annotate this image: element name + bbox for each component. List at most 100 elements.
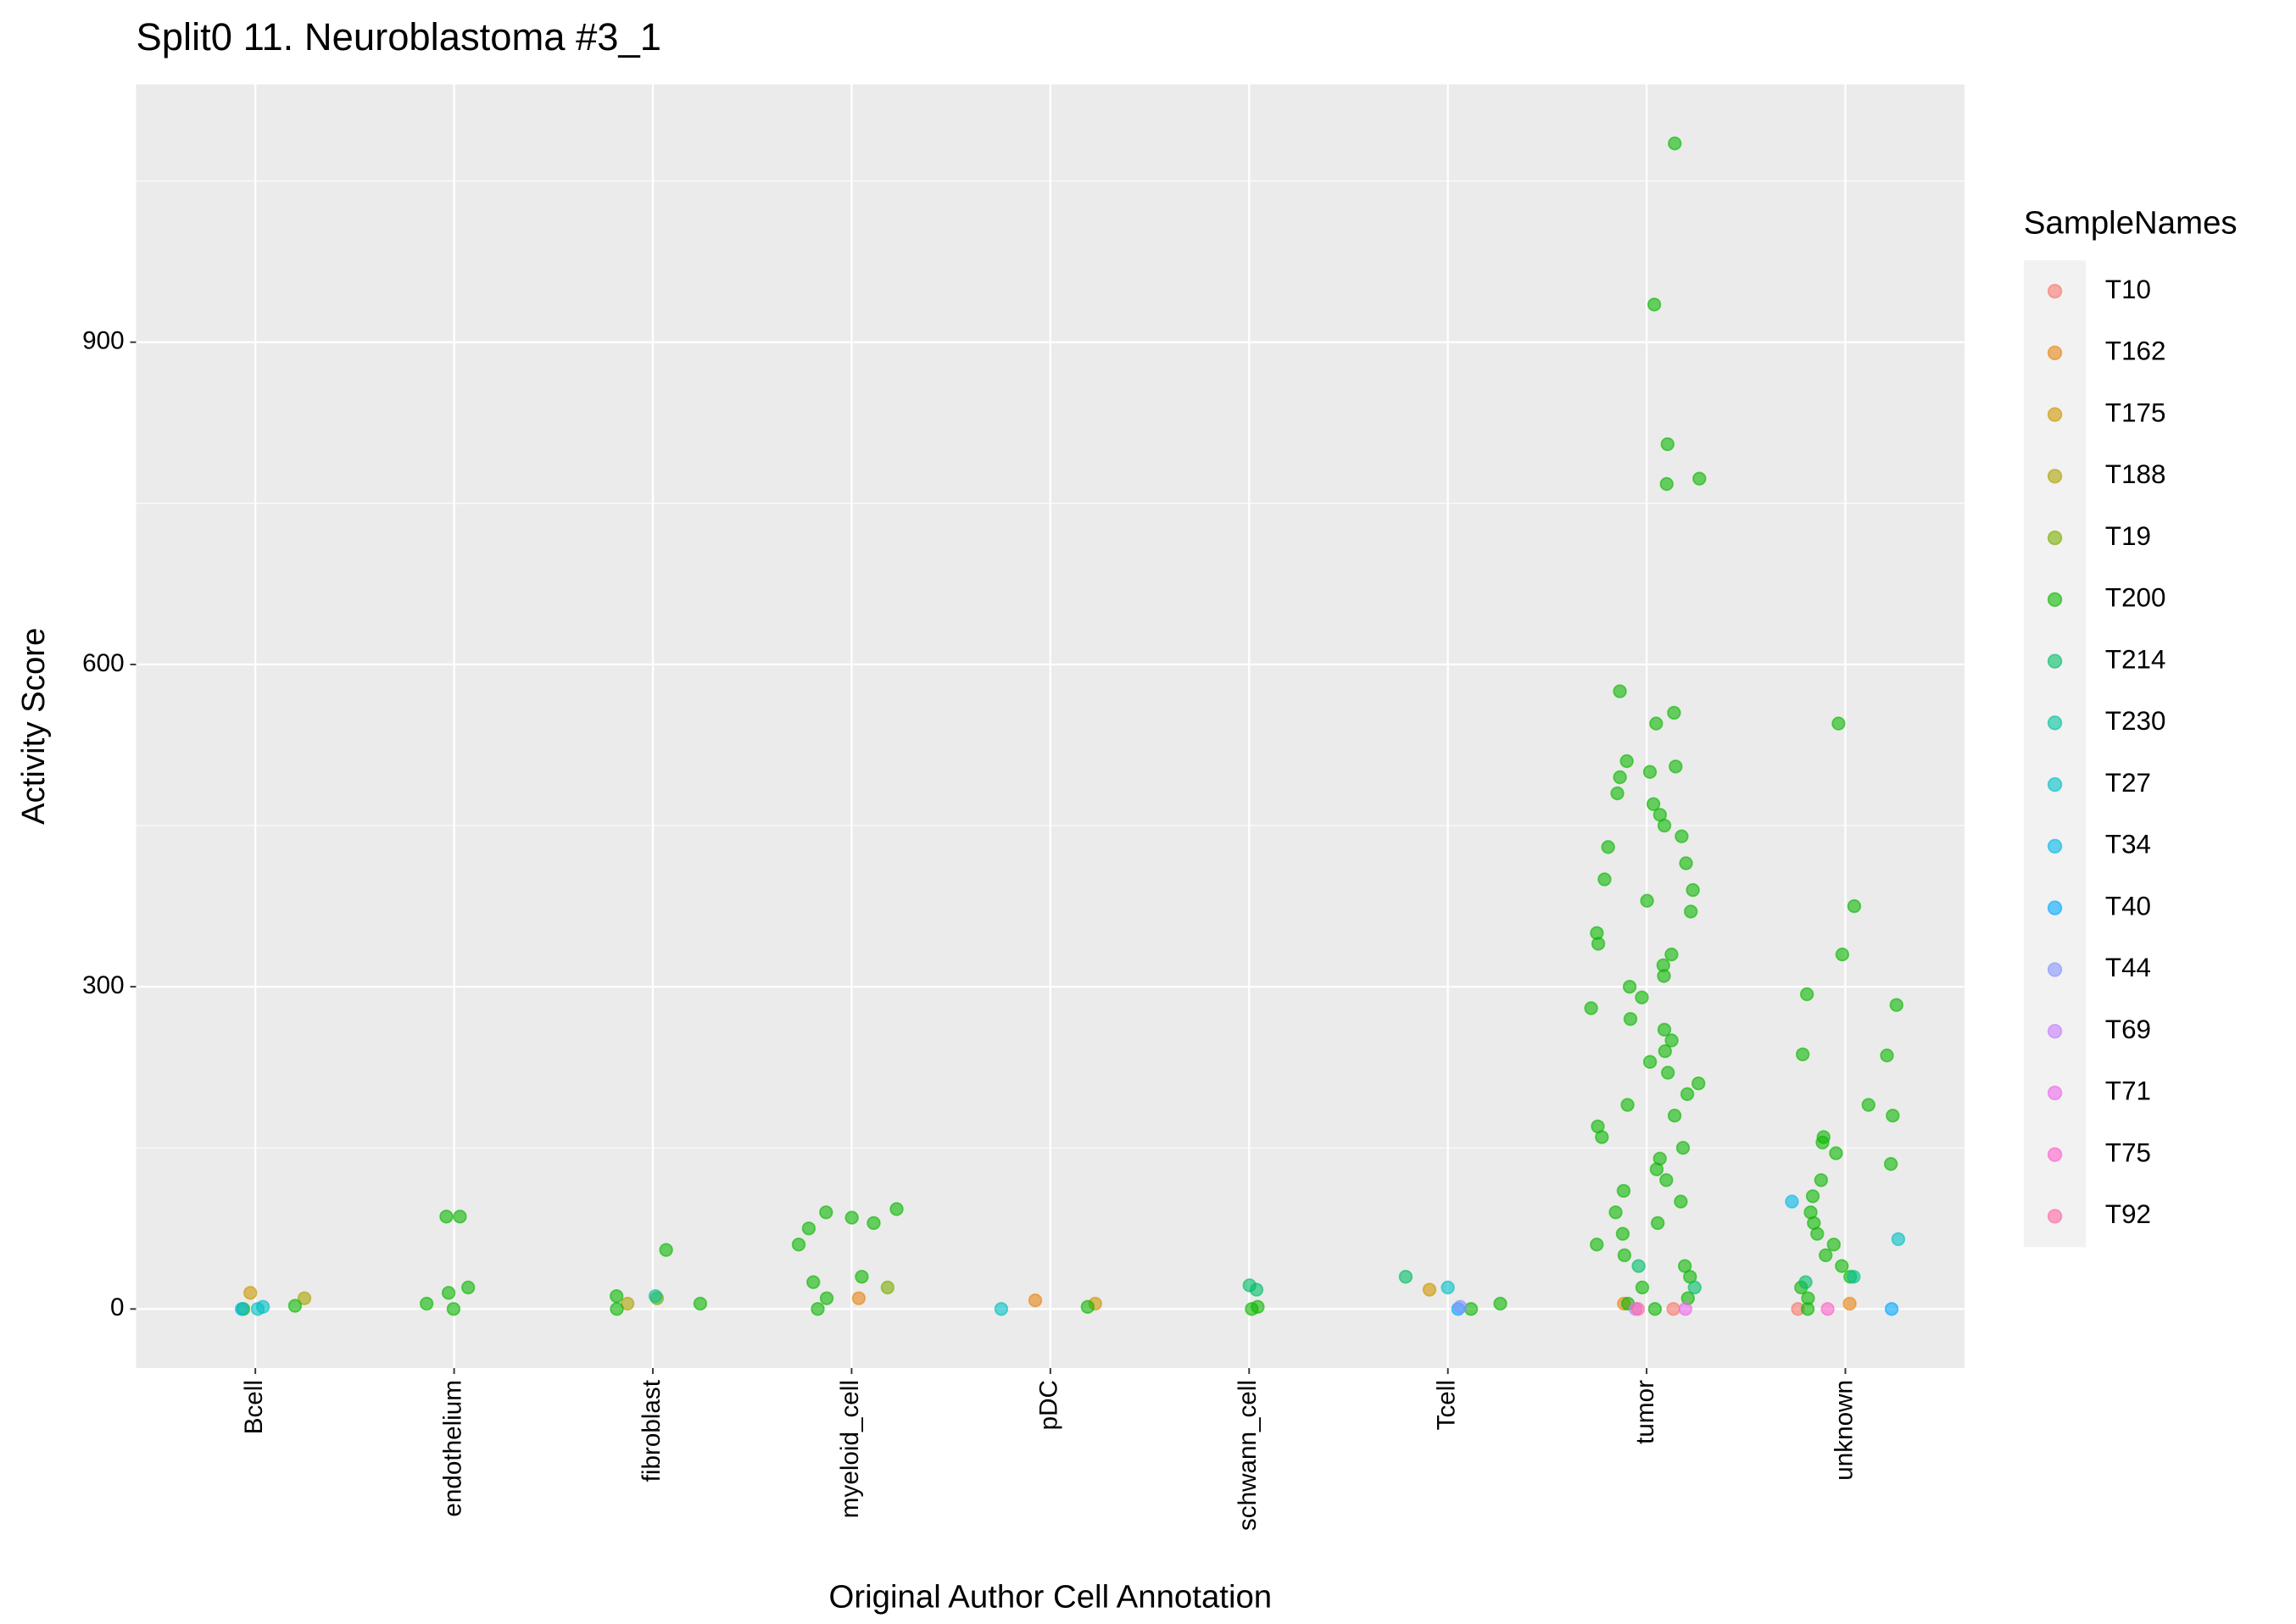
- point: [1847, 898, 1862, 914]
- point: [1891, 1232, 1906, 1247]
- point: [880, 1280, 895, 1295]
- point: [867, 1215, 881, 1231]
- point: [1608, 1205, 1623, 1220]
- point: [1649, 1162, 1664, 1176]
- point: [1795, 1047, 1810, 1062]
- point: [855, 1270, 869, 1284]
- point: [1687, 1280, 1702, 1295]
- point: [1814, 1173, 1829, 1187]
- point: [1664, 1033, 1679, 1048]
- point: [889, 1202, 904, 1216]
- point: [441, 1286, 456, 1300]
- legend-key: [2047, 653, 2063, 669]
- point: [1622, 979, 1637, 994]
- legend-title: SampleNames: [2024, 204, 2237, 241]
- point: [1678, 1302, 1693, 1316]
- x-tick-label: myeloid_cell: [836, 1380, 864, 1518]
- point: [1642, 1054, 1658, 1070]
- point: [1880, 1048, 1894, 1063]
- legend-key: [2047, 1085, 2063, 1101]
- point: [1650, 1215, 1665, 1231]
- legend-key: [2047, 1147, 2063, 1162]
- point: [1815, 1135, 1830, 1150]
- point: [1610, 786, 1624, 801]
- x-axis-title: Original Author Cell Annotation: [829, 1578, 1273, 1615]
- point: [1631, 1259, 1646, 1273]
- point: [811, 1302, 825, 1316]
- point: [1249, 1282, 1264, 1297]
- point: [461, 1280, 476, 1295]
- point: [1245, 1302, 1259, 1316]
- y-tick-label: 900: [82, 327, 124, 355]
- point: [1623, 1011, 1638, 1026]
- point: [1667, 1109, 1682, 1123]
- legend-label: T34: [2105, 830, 2151, 859]
- x-tick-label: endothelium: [438, 1380, 466, 1517]
- point: [1630, 1302, 1646, 1316]
- legend-label: T27: [2105, 768, 2151, 798]
- axes: 0 300 600 900 Bcell endothelium fibroblast myel…: [82, 327, 1858, 1532]
- legend-label: T214: [2105, 644, 2166, 674]
- point: [1799, 987, 1814, 1002]
- point: [297, 1291, 312, 1305]
- legend-label: T92: [2105, 1199, 2151, 1229]
- x-tick-label: unknown: [1830, 1380, 1858, 1481]
- point: [819, 1291, 834, 1305]
- point: [1620, 1098, 1635, 1112]
- point: [1826, 1237, 1842, 1252]
- point: [1591, 937, 1606, 951]
- point: [1613, 684, 1627, 698]
- point: [1646, 797, 1661, 811]
- legend-key: [2047, 407, 2063, 422]
- legend-label: T69: [2105, 1015, 2151, 1044]
- point: [1590, 1237, 1604, 1252]
- point: [1658, 1043, 1673, 1059]
- legend-label: T40: [2105, 891, 2151, 920]
- point: [1810, 1226, 1825, 1241]
- point: [1659, 1173, 1674, 1187]
- points: [234, 136, 1906, 1316]
- point: [1647, 1302, 1663, 1316]
- point: [1660, 437, 1675, 452]
- x-tick-label: pDC: [1035, 1380, 1063, 1430]
- point: [1080, 1299, 1095, 1315]
- point: [1649, 716, 1663, 731]
- point: [1635, 1280, 1650, 1295]
- point: [1659, 476, 1674, 492]
- x-tick-label: Bcell: [240, 1380, 268, 1434]
- legend-key: [2047, 469, 2063, 484]
- legend-label: T175: [2105, 398, 2166, 427]
- point: [1889, 998, 1903, 1012]
- point: [1657, 1022, 1672, 1037]
- point: [1422, 1282, 1437, 1297]
- point: [1819, 1248, 1833, 1263]
- point: [791, 1237, 806, 1252]
- legend-label: T10: [2105, 275, 2151, 304]
- point: [1028, 1293, 1043, 1308]
- point: [1661, 1065, 1675, 1080]
- legend-label: T75: [2105, 1137, 2151, 1167]
- legend-background: [2023, 260, 2087, 1248]
- legend-key: [2047, 1023, 2063, 1039]
- point: [620, 1296, 635, 1311]
- point: [1886, 1109, 1900, 1123]
- point: [819, 1205, 833, 1220]
- point: [1635, 990, 1649, 1005]
- point: [1692, 471, 1707, 486]
- grid: [136, 84, 1965, 1369]
- point: [1657, 969, 1671, 983]
- point: [234, 1302, 249, 1316]
- point: [1805, 1189, 1820, 1204]
- point: [693, 1296, 708, 1311]
- point: [439, 1210, 454, 1224]
- point: [1785, 1194, 1799, 1209]
- legend-key: [2047, 345, 2063, 361]
- point: [1616, 1183, 1631, 1199]
- x-tick-label: fibroblast: [638, 1379, 666, 1482]
- point: [1647, 298, 1662, 312]
- point: [1666, 1302, 1680, 1316]
- point: [1835, 947, 1850, 962]
- point: [1617, 1248, 1632, 1263]
- legend-key: [2047, 1209, 2063, 1224]
- x-tick-label: tumor: [1631, 1380, 1659, 1444]
